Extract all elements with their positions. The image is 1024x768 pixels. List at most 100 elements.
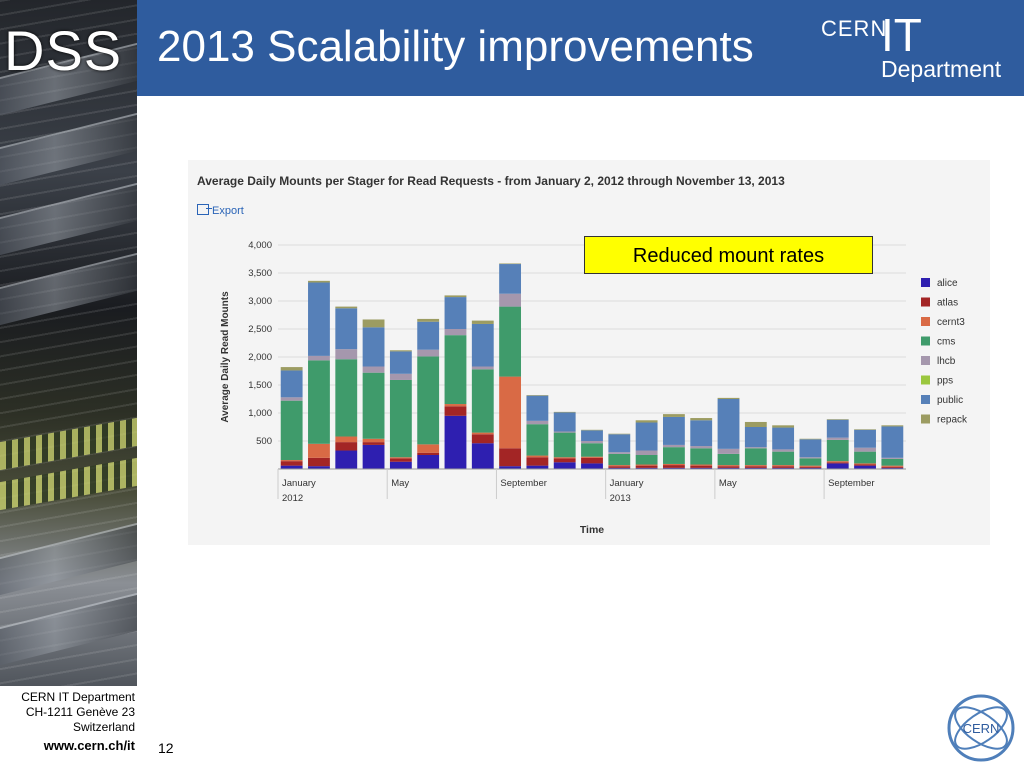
bar-segment-cernt3 [389,457,412,459]
bar-segment-alice [553,462,576,469]
bar-segment-cms [581,443,603,457]
bar-segment-alice [744,467,767,469]
bar-segment-atlas [608,466,631,468]
bar-segment-public [280,370,303,398]
bar-segment-cms [444,335,467,405]
cern-it-logo: CERN IT Department [821,9,1016,84]
export-link[interactable]: Export [197,204,244,217]
bar-segment-public [799,439,822,458]
bar-segment-repack [335,306,358,309]
legend-label-pps: pps [937,376,953,387]
bar-segment-lhcb [854,447,876,452]
bar-segment-alice [417,455,440,469]
bar-segment-public [717,399,740,449]
bar-segment-cms [553,432,576,458]
bar-segment-repack [444,295,467,298]
bar-segment-cernt3 [526,455,549,458]
bar-segment-atlas [444,406,467,416]
bar-segment-lhcb [335,349,358,360]
y-axis-title: Average Daily Read Mounts [220,291,231,423]
bar-segment-repack [308,280,330,283]
chart-title: Average Daily Mounts per Stager for Read… [197,174,785,188]
bar-segment-cms [417,356,440,445]
x-tick-label: September [500,478,546,489]
bar-segment-public [417,321,440,350]
bar-segment-cms [471,369,494,433]
bar-segment-cernt3 [799,465,822,467]
bar-segment-public [499,264,522,294]
bar-segment-cms [608,453,631,466]
bar-segment-lhcb [581,441,603,444]
bar-segment-public [826,419,849,438]
footer-line-country: Switzerland [72,720,135,734]
bar-segment-cernt3 [581,456,603,458]
bar-segment-repack [280,367,303,371]
bar-segment-repack [881,425,904,427]
bar-segment-cms [826,439,849,462]
x-axis-title: Time [580,524,604,536]
bar-segment-cernt3 [417,444,440,453]
x-tick-label: May [391,478,409,489]
bar-segment-public [772,427,795,450]
legend-swatch-cms [921,336,930,346]
bar-segment-atlas [635,465,658,468]
rack-unit-image [0,522,137,596]
bar-segment-public [744,427,767,448]
legend-label-lhcb: lhcb [937,356,956,367]
bar-segment-lhcb [881,457,904,459]
bar-segment-cms [526,424,549,456]
bar-segment-repack [635,420,658,423]
bar-segment-public [362,327,385,367]
bar-segment-lhcb [717,448,740,454]
footer-address: CERN IT Department CH-1211 Genève 23 Swi… [21,690,135,735]
bar-segment-cms [362,372,385,439]
bar-segment-public [444,297,467,329]
seal-orbit [954,706,1008,750]
bar-segment-public [335,308,358,350]
bar-segment-cernt3 [608,465,631,467]
bar-segment-cms [499,306,522,377]
x-tick-label: May [719,478,737,489]
bar-segment-cernt3 [280,460,303,462]
bar-segment-alice [690,467,713,469]
bar-segment-public [553,412,576,432]
legend-swatch-lhcb [921,356,930,365]
rack-unit-image [0,592,137,666]
cern-seal-logo: CERN [947,694,1015,762]
rack-unit-image [0,182,137,256]
bar-segment-atlas [280,461,303,466]
logo-department-text: Department [881,56,1002,82]
bar-segment-atlas [690,465,713,468]
bar-segment-repack [690,418,713,421]
bar-segment-public [635,422,658,451]
bar-segment-lhcb [608,452,631,454]
bar-segment-lhcb [553,431,576,433]
footer-url[interactable]: www.cern.ch/it [43,738,135,753]
bar-segment-alice [471,443,494,469]
y-tick-label: 2,500 [248,324,272,335]
bar-segment-alice [526,465,549,469]
bar-segment-cms [280,400,303,461]
bar-segment-atlas [717,466,740,468]
legend-label-cms: cms [937,337,955,348]
bar-segment-atlas [772,466,795,468]
page-number: 12 [158,740,174,756]
bar-segment-lhcb [526,420,549,425]
bar-segment-public [881,426,904,458]
seal-ring [947,694,1015,762]
legend-swatch-atlas [921,297,930,307]
bar-segment-repack [417,318,440,322]
bar-segment-repack [526,395,549,396]
bar-segment-lhcb [799,457,822,459]
bar-segment-cernt3 [635,464,658,466]
bar-segment-cernt3 [444,404,467,407]
bar-segment-cernt3 [744,465,767,467]
bar-segment-lhcb [635,450,658,455]
bar-segment-repack [499,263,522,265]
bar-segment-cms [772,451,795,466]
bar-segment-cms [690,448,713,465]
chart-panel: Average Daily Mounts per Stager for Read… [188,160,990,545]
bar-segment-alice [362,444,385,469]
bar-segment-public [581,430,603,441]
bar-segment-alice [799,467,822,469]
